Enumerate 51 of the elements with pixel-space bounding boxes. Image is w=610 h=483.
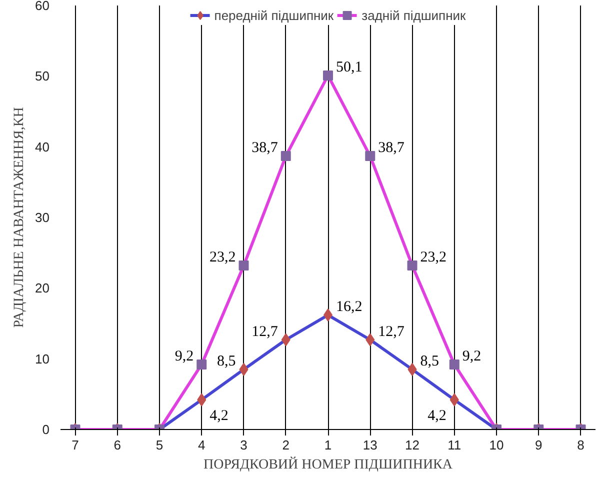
x-tick-label: 13 [362,438,378,452]
legend-label: задній підшипник [362,8,466,22]
point [239,362,248,376]
point [449,359,460,370]
x-tick-label: 10 [489,438,504,452]
y-axis-title: РАДІАЛЬНЕ НАВАНТАЖЕННЯ,КН [12,107,28,328]
x-tick-label: 7 [72,438,79,452]
point [280,151,291,162]
x-tick-label: 2 [282,438,290,452]
point [407,260,418,271]
x-tick-label: 3 [240,438,248,452]
x-tick-label: 5 [156,438,164,452]
y-tick-label: 50 [35,68,50,84]
data-label: 12,7 [378,324,405,340]
y-tick-label: 30 [35,210,50,225]
point [281,333,290,346]
y-tick-label: 10 [35,351,50,366]
x-tick-label: 1 [324,438,332,452]
data-label: 38,7 [252,140,278,156]
x-tick-label: 4 [198,438,206,452]
point [365,151,376,162]
point [196,359,207,370]
x-tick-label: 12 [405,438,420,452]
y-tick-label: 0 [42,422,50,437]
data-label: 12,7 [252,324,278,340]
data-label: 8,5 [420,353,439,370]
y-tick-label: 60 [35,0,50,13]
point [450,393,459,406]
x-axis-title: ПОРЯДКОВИЙ НОМЕР ПІДШИПНИКА [203,456,454,472]
data-label: 23,2 [420,250,446,266]
point [323,70,333,80]
data-label: 16,2 [336,299,362,316]
x-tick-label: 9 [535,438,542,452]
x-tick-label: 11 [448,438,462,452]
data-label: 4,2 [428,408,446,424]
data-label: 9,2 [462,348,482,364]
data-label: 8,5 [217,353,236,370]
data-label: 38,7 [378,140,405,156]
y-tick-label: 20 [35,280,50,296]
data-label: 4,2 [210,408,228,424]
x-tick-label: 6 [114,438,121,452]
data-label: 50,1 [336,59,362,76]
legend-label: передній підшипник [214,8,334,22]
x-tick-label: 8 [577,438,584,452]
data-label: 23,2 [210,250,236,266]
point [197,393,206,406]
point [408,362,417,376]
point [366,333,375,346]
data-label: 9,2 [174,348,194,364]
y-tick-label: 40 [35,139,50,154]
point [238,260,249,271]
